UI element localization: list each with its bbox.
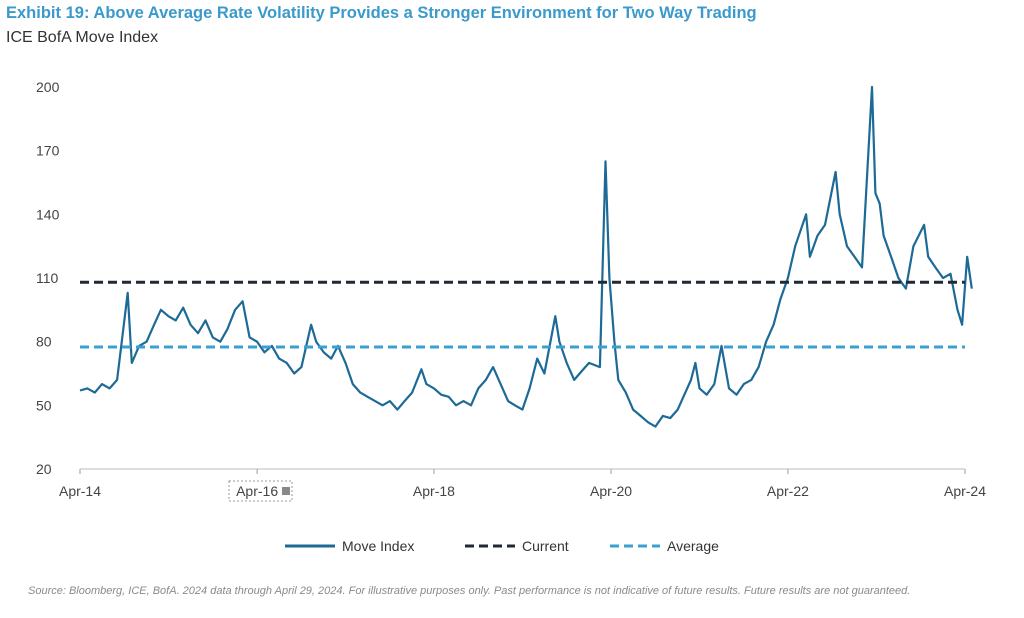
legend-label: Move Index xyxy=(342,538,414,554)
source-footnote: Source: Bloomberg, ICE, BofA. 2024 data … xyxy=(28,585,911,597)
y-tick-label: 110 xyxy=(36,270,59,286)
chart-title: Exhibit 19: Above Average Rate Volatilit… xyxy=(6,4,757,22)
y-tick-label: 200 xyxy=(36,79,60,95)
x-tick-label: Apr-16 xyxy=(236,483,278,499)
x-tick-label: Apr-22 xyxy=(767,483,809,499)
y-tick-label: 80 xyxy=(36,334,52,350)
x-tick-label: Apr-14 xyxy=(59,483,101,499)
apr-16-selection-box[interactable] xyxy=(228,480,293,502)
chart-subtitle: ICE BofA Move Index xyxy=(6,29,159,46)
y-tick-label: 140 xyxy=(36,206,60,222)
x-tick-label: Apr-18 xyxy=(413,483,455,499)
x-tick-label: Apr-24 xyxy=(944,483,986,499)
y-tick-label: 170 xyxy=(36,143,60,159)
x-tick-label: Apr-20 xyxy=(590,483,632,499)
dropdown-icon[interactable] xyxy=(282,487,290,495)
y-tick-label: 50 xyxy=(36,397,52,413)
y-tick-label: 20 xyxy=(36,461,52,477)
legend-label: Current xyxy=(522,538,569,554)
legend-label: Average xyxy=(667,538,719,554)
move-index-line xyxy=(79,85,973,428)
